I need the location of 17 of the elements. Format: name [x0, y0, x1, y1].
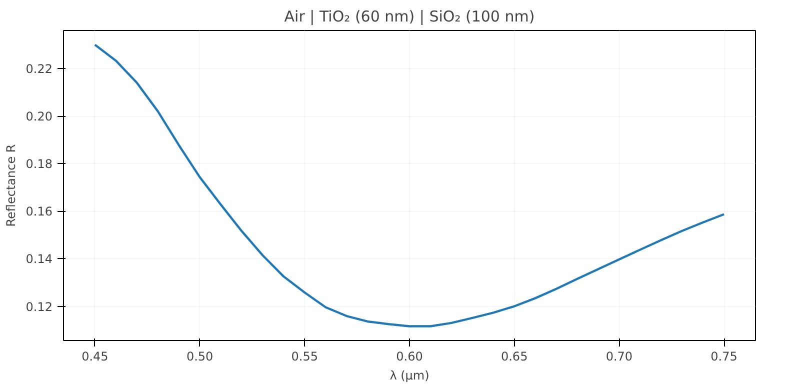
- y-tick-label: 0.18: [26, 157, 52, 172]
- y-tick-label: 0.22: [26, 62, 52, 76]
- line-series: [94, 44, 726, 328]
- y-tick-label: 0.16: [26, 204, 52, 219]
- x-tick-label: 0.55: [291, 350, 318, 364]
- x-tick-label: 0.65: [500, 350, 528, 364]
- x-tick-label: 0.50: [186, 350, 214, 364]
- y-tick-label: 0.12: [26, 300, 52, 314]
- x-axis-title: λ (µm): [390, 368, 430, 382]
- x-tick-label: 0.70: [606, 350, 633, 364]
- chart-title: Air | TiO₂ (60 nm) | SiO₂ (100 nm): [284, 8, 535, 26]
- x-tick-label: 0.75: [710, 350, 738, 364]
- y-tick-label: 0.20: [26, 110, 52, 124]
- x-tick-label: 0.60: [396, 350, 423, 364]
- y-tick-label: 0.14: [26, 252, 52, 266]
- x-tick-label: 0.45: [82, 350, 108, 364]
- y-axis-title: Reflectance R: [4, 144, 18, 227]
